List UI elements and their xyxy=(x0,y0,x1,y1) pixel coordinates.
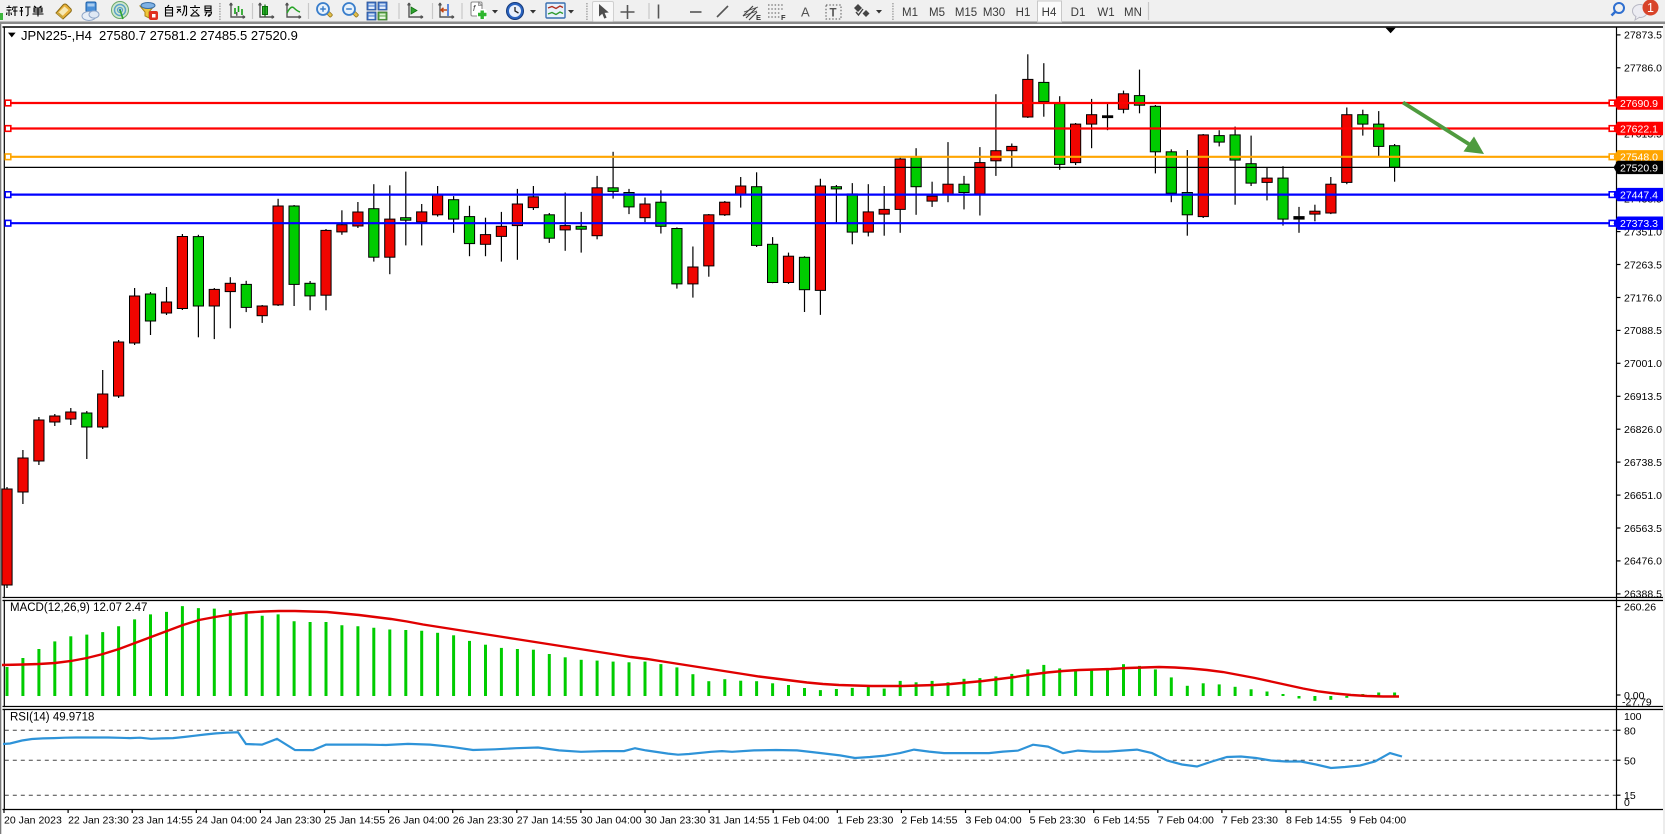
svg-text:27263.5: 27263.5 xyxy=(1624,259,1662,271)
svg-text:27690.9: 27690.9 xyxy=(1620,98,1658,110)
svg-text:A: A xyxy=(801,5,810,20)
svg-text:f: f xyxy=(473,4,476,13)
svg-text:H1: H1 xyxy=(1016,7,1031,19)
svg-text:MN: MN xyxy=(1124,7,1142,19)
svg-text:MACD(12,26,9) 12.07 2.47: MACD(12,26,9) 12.07 2.47 xyxy=(10,602,147,614)
svg-text:26 Jan 04:00: 26 Jan 04:00 xyxy=(389,815,450,827)
svg-text:27176.0: 27176.0 xyxy=(1624,292,1662,304)
svg-text:M15: M15 xyxy=(955,7,977,19)
svg-text:F: F xyxy=(781,13,786,22)
svg-text:26738.5: 26738.5 xyxy=(1624,457,1662,469)
svg-text:1: 1 xyxy=(1647,1,1654,15)
svg-text:D1: D1 xyxy=(1071,7,1086,19)
svg-text:7 Feb 04:00: 7 Feb 04:00 xyxy=(1158,815,1214,827)
svg-text:27373.3: 27373.3 xyxy=(1620,218,1658,230)
svg-text:0: 0 xyxy=(1624,797,1630,809)
svg-text:26826.0: 26826.0 xyxy=(1624,424,1662,436)
svg-text:26563.5: 26563.5 xyxy=(1624,523,1662,535)
svg-text:31 Jan 14:55: 31 Jan 14:55 xyxy=(709,815,770,827)
svg-text:M1: M1 xyxy=(902,7,918,19)
svg-text:260.26: 260.26 xyxy=(1624,602,1656,614)
svg-text:RSI(14) 49.9718: RSI(14) 49.9718 xyxy=(10,712,94,724)
svg-text:27088.5: 27088.5 xyxy=(1624,325,1662,337)
svg-text:7 Feb 23:30: 7 Feb 23:30 xyxy=(1222,815,1278,827)
svg-text:1 Feb 04:00: 1 Feb 04:00 xyxy=(773,815,829,827)
svg-text:3 Feb 04:00: 3 Feb 04:00 xyxy=(966,815,1022,827)
svg-text:80: 80 xyxy=(1624,726,1636,738)
svg-text:27873.5: 27873.5 xyxy=(1624,30,1662,42)
svg-text:27001.0: 27001.0 xyxy=(1624,358,1662,370)
svg-text:100: 100 xyxy=(1624,711,1642,723)
svg-text:H4: H4 xyxy=(1042,7,1057,19)
svg-text:9 Feb 04:00: 9 Feb 04:00 xyxy=(1350,815,1406,827)
svg-text:30 Jan 04:00: 30 Jan 04:00 xyxy=(581,815,642,827)
svg-text:30 Jan 23:30: 30 Jan 23:30 xyxy=(645,815,706,827)
svg-text:25 Jan 14:55: 25 Jan 14:55 xyxy=(325,815,386,827)
svg-text:1 Feb 23:30: 1 Feb 23:30 xyxy=(837,815,893,827)
svg-text:26 Jan 23:30: 26 Jan 23:30 xyxy=(453,815,514,827)
svg-text:T: T xyxy=(830,8,837,20)
svg-text:50: 50 xyxy=(1624,756,1636,768)
svg-text:27786.0: 27786.0 xyxy=(1624,63,1662,75)
svg-text:27447.4: 27447.4 xyxy=(1620,190,1658,202)
svg-text:8 Feb 14:55: 8 Feb 14:55 xyxy=(1286,815,1342,827)
svg-text:E: E xyxy=(756,13,761,22)
svg-text:2 Feb 14:55: 2 Feb 14:55 xyxy=(901,815,957,827)
svg-text:20 Jan 2023: 20 Jan 2023 xyxy=(4,815,62,827)
svg-text:27520.9: 27520.9 xyxy=(1620,162,1658,174)
svg-text:22 Jan 23:30: 22 Jan 23:30 xyxy=(68,815,129,827)
svg-text:M30: M30 xyxy=(983,7,1005,19)
svg-text:26913.5: 26913.5 xyxy=(1624,391,1662,403)
svg-text:6 Feb 14:55: 6 Feb 14:55 xyxy=(1094,815,1150,827)
svg-text:-27.79: -27.79 xyxy=(1622,697,1652,709)
svg-text:JPN225-,H4 27580.7 27581.2 27: JPN225-,H4 27580.7 27581.2 27485.5 27520… xyxy=(21,28,298,43)
svg-text:26388.5: 26388.5 xyxy=(1624,589,1662,601)
svg-text:15: 15 xyxy=(1624,790,1636,802)
svg-text:26651.0: 26651.0 xyxy=(1624,490,1662,502)
svg-text:5 Feb 23:30: 5 Feb 23:30 xyxy=(1030,815,1086,827)
svg-text:26476.0: 26476.0 xyxy=(1624,556,1662,568)
svg-text:23 Jan 14:55: 23 Jan 14:55 xyxy=(132,815,193,827)
svg-text:0.00: 0.00 xyxy=(1624,690,1645,702)
svg-text:W1: W1 xyxy=(1097,7,1114,19)
svg-text:24 Jan 23:30: 24 Jan 23:30 xyxy=(260,815,321,827)
svg-text:27622.1: 27622.1 xyxy=(1620,123,1658,135)
svg-text:27 Jan 14:55: 27 Jan 14:55 xyxy=(517,815,578,827)
svg-text:24 Jan 04:00: 24 Jan 04:00 xyxy=(196,815,257,827)
svg-text:M5: M5 xyxy=(929,7,945,19)
